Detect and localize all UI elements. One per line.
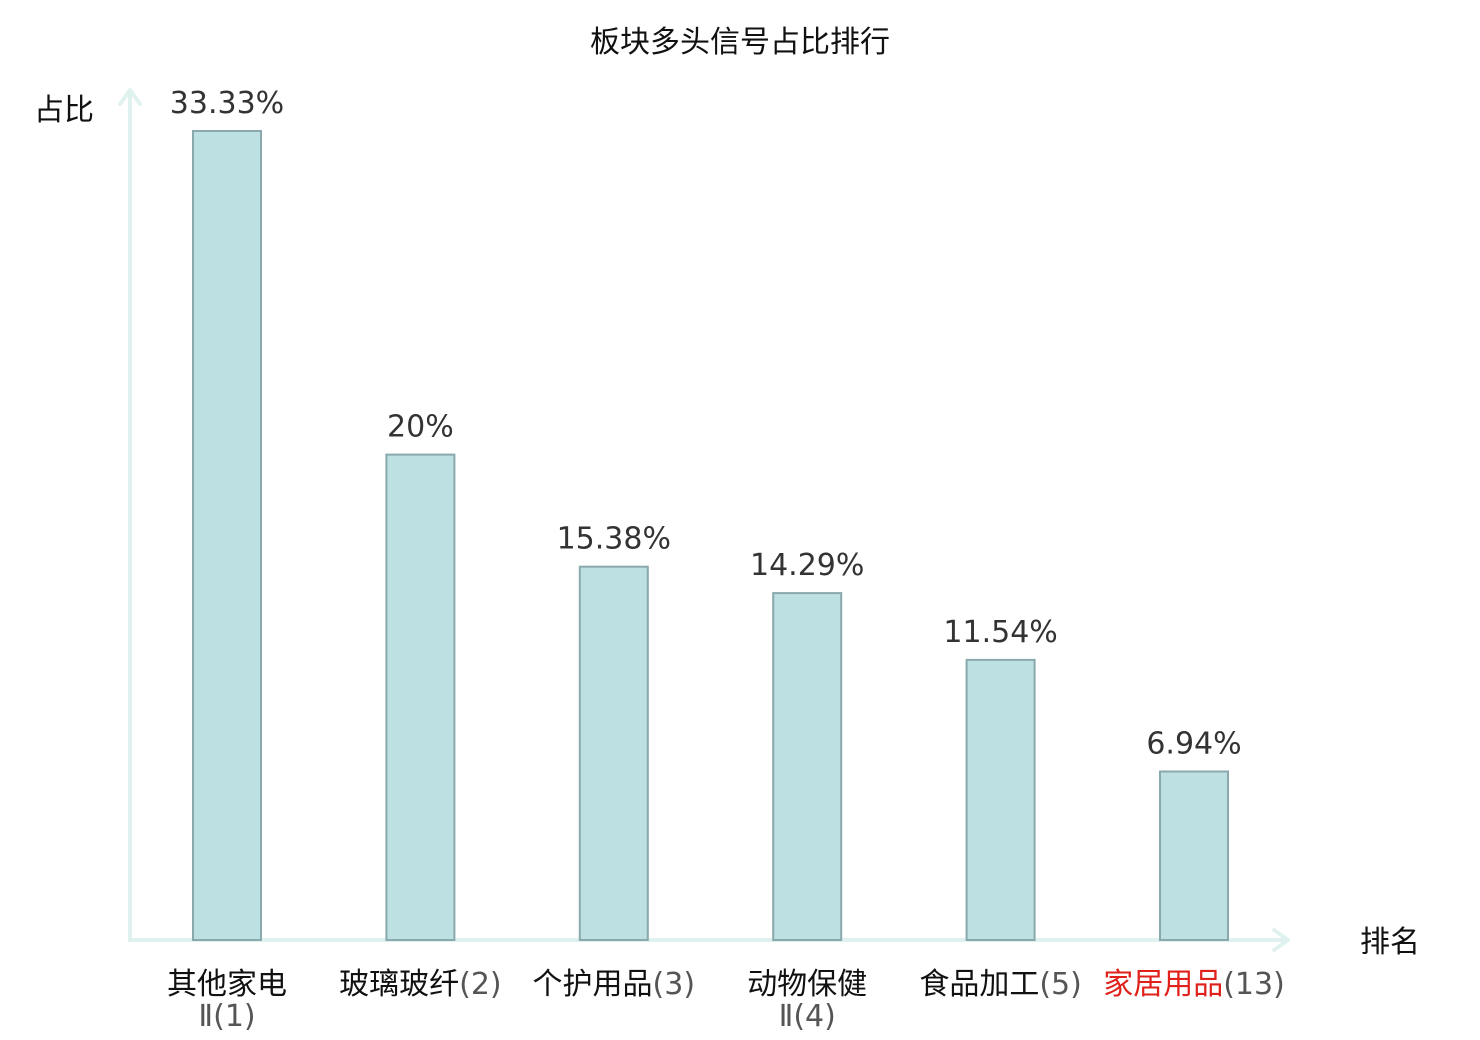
category-rank: (13) [1223,967,1285,1002]
category-name: 个护用品 [533,967,653,1002]
category-rank: Ⅱ(1) [198,999,255,1034]
bar-2 [385,453,456,941]
category-label-1-line-1: 其他家电 [167,967,287,1002]
category-rank: (2) [459,967,502,1002]
value-label-4: 14.29% [750,548,864,583]
category-label-6-line-1: 家居用品(13) [1103,967,1285,1002]
category-name: 家居用品 [1103,967,1223,1002]
category-name: 动物保健 [747,967,867,1002]
value-label-2: 20% [387,410,454,445]
category-rank: (5) [1039,967,1082,1002]
x-axis-label: 排名 [1360,925,1420,960]
category-name: 食品加工 [919,967,1039,1002]
y-axis-arrow-icon [118,88,142,106]
category-label-4-line-1: 动物保健 [747,967,867,1002]
bar-6 [1159,770,1229,941]
bar-1 [192,130,262,941]
category-label-4-line-2: Ⅱ(4) [779,999,836,1034]
bar-4 [772,592,843,941]
category-rank: Ⅱ(4) [779,999,836,1034]
value-label-6: 6.94% [1146,727,1241,762]
value-label-5: 11.54% [943,615,1057,650]
category-label-3-line-1: 个护用品(3) [533,967,696,1002]
bar-3 [578,565,649,941]
category-name: 玻璃玻纤 [339,967,459,1002]
category-rank: (3) [653,967,696,1002]
category-label-5-line-1: 食品加工(5) [919,967,1082,1002]
category-label-1-line-2: Ⅱ(1) [198,999,255,1034]
value-label-3: 15.38% [557,522,671,557]
value-label-1: 33.33% [170,86,284,121]
x-axis-arrow-icon [1272,928,1290,952]
y-axis-label: 占比 [34,93,94,128]
category-label-2-line-1: 玻璃玻纤(2) [339,967,502,1002]
bars-group [192,130,1229,942]
category-name: 其他家电 [167,967,287,1002]
chart-title: 板块多头信号占比排行 [590,25,890,60]
bar-5 [965,658,1036,942]
value-labels-group: 33.33% 20% 15.38% 14.29% 11.54% 6.94% [170,86,1242,762]
